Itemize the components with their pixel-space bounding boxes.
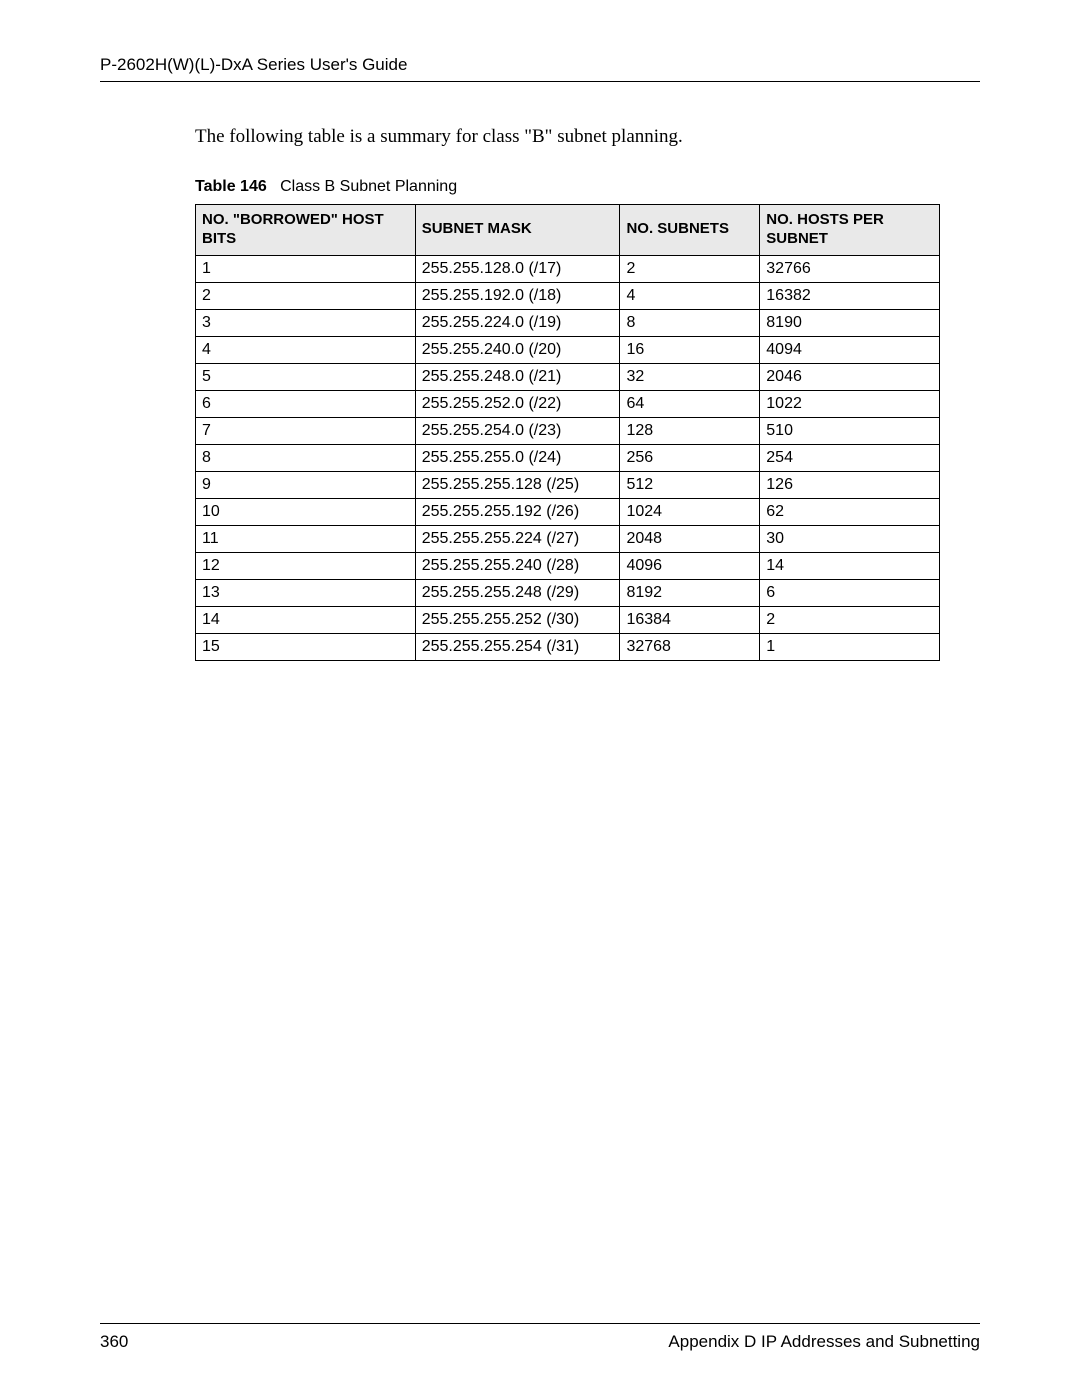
table-row: 4255.255.240.0 (/20)164094 bbox=[196, 336, 940, 363]
table-header-row: NO. "BORROWED" HOST BITS SUBNET MASK NO.… bbox=[196, 205, 940, 256]
header-rule bbox=[100, 81, 980, 82]
table-cell: 10 bbox=[196, 498, 416, 525]
table-cell: 11 bbox=[196, 525, 416, 552]
col-header-no-subnets: NO. SUBNETS bbox=[620, 205, 760, 256]
table-cell: 2 bbox=[760, 606, 940, 633]
table-cell: 255.255.224.0 (/19) bbox=[415, 309, 620, 336]
table-cell: 255.255.255.252 (/30) bbox=[415, 606, 620, 633]
table-row: 8255.255.255.0 (/24)256254 bbox=[196, 444, 940, 471]
table-caption: Table 146 Class B Subnet Planning bbox=[195, 178, 980, 196]
table-cell: 32768 bbox=[620, 633, 760, 660]
table-cell: 4 bbox=[620, 282, 760, 309]
intro-text: The following table is a summary for cla… bbox=[195, 126, 980, 148]
footer-section: Appendix D IP Addresses and Subnetting bbox=[668, 1332, 980, 1352]
table-cell: 255.255.255.254 (/31) bbox=[415, 633, 620, 660]
table-cell: 8 bbox=[196, 444, 416, 471]
table-cell: 8190 bbox=[760, 309, 940, 336]
table-caption-text: Class B Subnet Planning bbox=[280, 178, 457, 195]
table-row: 7255.255.254.0 (/23)128510 bbox=[196, 417, 940, 444]
table-cell: 8 bbox=[620, 309, 760, 336]
table-cell: 255.255.192.0 (/18) bbox=[415, 282, 620, 309]
table-cell: 510 bbox=[760, 417, 940, 444]
table-cell: 6 bbox=[760, 579, 940, 606]
table-cell: 5 bbox=[196, 363, 416, 390]
table-cell: 255.255.252.0 (/22) bbox=[415, 390, 620, 417]
table-row: 15255.255.255.254 (/31)327681 bbox=[196, 633, 940, 660]
col-header-borrowed-bits: NO. "BORROWED" HOST BITS bbox=[196, 205, 416, 256]
table-cell: 16382 bbox=[760, 282, 940, 309]
subnet-table: NO. "BORROWED" HOST BITS SUBNET MASK NO.… bbox=[195, 204, 940, 661]
table-row: 10255.255.255.192 (/26)102462 bbox=[196, 498, 940, 525]
table-cell: 4096 bbox=[620, 552, 760, 579]
table-cell: 1 bbox=[196, 255, 416, 282]
page: P-2602H(W)(L)-DxA Series User's Guide Th… bbox=[0, 0, 1080, 1397]
table-cell: 15 bbox=[196, 633, 416, 660]
page-number: 360 bbox=[100, 1332, 128, 1352]
table-cell: 13 bbox=[196, 579, 416, 606]
table-cell: 30 bbox=[760, 525, 940, 552]
table-cell: 2 bbox=[620, 255, 760, 282]
table-cell: 255.255.255.240 (/28) bbox=[415, 552, 620, 579]
table-cell: 255.255.254.0 (/23) bbox=[415, 417, 620, 444]
table-row: 5255.255.248.0 (/21)322046 bbox=[196, 363, 940, 390]
table-cell: 2046 bbox=[760, 363, 940, 390]
table-cell: 14 bbox=[760, 552, 940, 579]
table-cell: 256 bbox=[620, 444, 760, 471]
table-cell: 1022 bbox=[760, 390, 940, 417]
table-cell: 32 bbox=[620, 363, 760, 390]
footer-row: 360 Appendix D IP Addresses and Subnetti… bbox=[100, 1332, 980, 1352]
table-cell: 4094 bbox=[760, 336, 940, 363]
guide-title: P-2602H(W)(L)-DxA Series User's Guide bbox=[100, 55, 980, 81]
table-cell: 255.255.240.0 (/20) bbox=[415, 336, 620, 363]
table-cell: 255.255.255.248 (/29) bbox=[415, 579, 620, 606]
table-cell: 255.255.255.224 (/27) bbox=[415, 525, 620, 552]
table-cell: 62 bbox=[760, 498, 940, 525]
table-cell: 512 bbox=[620, 471, 760, 498]
footer-rule bbox=[100, 1323, 980, 1324]
table-cell: 126 bbox=[760, 471, 940, 498]
table-head: NO. "BORROWED" HOST BITS SUBNET MASK NO.… bbox=[196, 205, 940, 256]
table-row: 1255.255.128.0 (/17)232766 bbox=[196, 255, 940, 282]
table-cell: 16 bbox=[620, 336, 760, 363]
table-cell: 16384 bbox=[620, 606, 760, 633]
table-cell: 3 bbox=[196, 309, 416, 336]
table-caption-label: Table 146 bbox=[195, 178, 267, 195]
table-cell: 6 bbox=[196, 390, 416, 417]
table-cell: 2 bbox=[196, 282, 416, 309]
footer: 360 Appendix D IP Addresses and Subnetti… bbox=[100, 1323, 980, 1352]
table-cell: 8192 bbox=[620, 579, 760, 606]
table-body: 1255.255.128.0 (/17)2327662255.255.192.0… bbox=[196, 255, 940, 660]
col-header-hosts-per: NO. HOSTS PER SUBNET bbox=[760, 205, 940, 256]
table-row: 3255.255.224.0 (/19)88190 bbox=[196, 309, 940, 336]
table-cell: 255.255.255.192 (/26) bbox=[415, 498, 620, 525]
table-cell: 2048 bbox=[620, 525, 760, 552]
table-row: 6255.255.252.0 (/22)641022 bbox=[196, 390, 940, 417]
table-cell: 9 bbox=[196, 471, 416, 498]
table-row: 9255.255.255.128 (/25)512126 bbox=[196, 471, 940, 498]
table-cell: 255.255.255.0 (/24) bbox=[415, 444, 620, 471]
table-cell: 255.255.248.0 (/21) bbox=[415, 363, 620, 390]
table-cell: 255.255.255.128 (/25) bbox=[415, 471, 620, 498]
table-cell: 12 bbox=[196, 552, 416, 579]
table-cell: 4 bbox=[196, 336, 416, 363]
table-cell: 128 bbox=[620, 417, 760, 444]
table-cell: 1 bbox=[760, 633, 940, 660]
table-cell: 14 bbox=[196, 606, 416, 633]
table-cell: 255.255.128.0 (/17) bbox=[415, 255, 620, 282]
col-header-subnet-mask: SUBNET MASK bbox=[415, 205, 620, 256]
table-row: 13255.255.255.248 (/29)81926 bbox=[196, 579, 940, 606]
table-row: 12255.255.255.240 (/28)409614 bbox=[196, 552, 940, 579]
table-row: 14255.255.255.252 (/30)163842 bbox=[196, 606, 940, 633]
table-cell: 254 bbox=[760, 444, 940, 471]
table-row: 11255.255.255.224 (/27)204830 bbox=[196, 525, 940, 552]
table-row: 2255.255.192.0 (/18)416382 bbox=[196, 282, 940, 309]
table-cell: 64 bbox=[620, 390, 760, 417]
table-cell: 32766 bbox=[760, 255, 940, 282]
table-cell: 1024 bbox=[620, 498, 760, 525]
table-cell: 7 bbox=[196, 417, 416, 444]
